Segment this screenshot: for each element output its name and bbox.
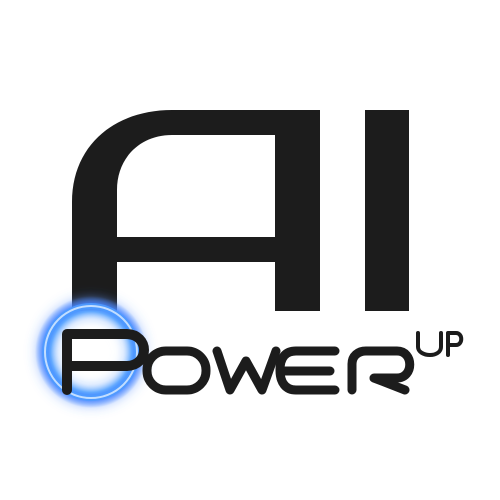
letter-i-shape bbox=[365, 110, 409, 311]
glow-ring-icon bbox=[35, 296, 147, 408]
letter-a-shape bbox=[72, 110, 320, 311]
word-power-shape bbox=[62, 329, 464, 395]
